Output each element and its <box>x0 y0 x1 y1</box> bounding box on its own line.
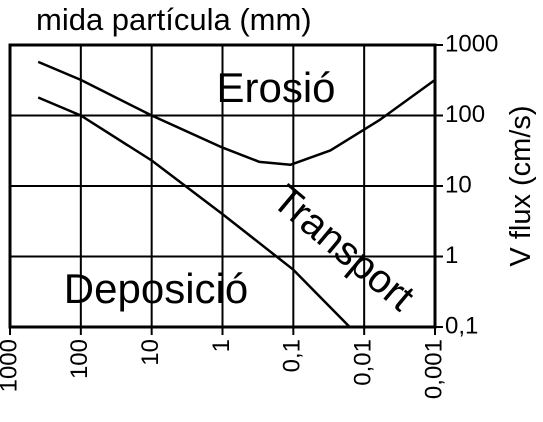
y-tick-label: 10 <box>445 171 472 198</box>
y-tick-label: 100 <box>445 101 485 128</box>
curve <box>37 60 436 167</box>
y-tick-label: 1000 <box>445 30 498 57</box>
annotation: Transport <box>264 177 422 320</box>
curve <box>37 96 351 328</box>
y-axis-label: V flux (cm/s) <box>505 105 537 266</box>
x-tick-label: 0,1 <box>279 339 306 372</box>
annotation: Erosió <box>216 64 335 111</box>
y-tick-label: 1 <box>445 242 458 269</box>
x-tick-label: 1000 <box>0 339 22 392</box>
x-tick-label: 10 <box>137 339 164 366</box>
chart-title: mida partícula (mm) <box>36 2 312 37</box>
x-tick-label: 100 <box>66 339 93 379</box>
y-tick-label: 0,1 <box>445 312 478 339</box>
plot-frame <box>8 43 437 329</box>
x-tick-label: 0,01 <box>350 339 377 386</box>
x-tick-label: 1 <box>208 339 235 352</box>
x-tick-label: 0,001 <box>420 339 447 399</box>
annotation: Deposició <box>64 265 248 312</box>
